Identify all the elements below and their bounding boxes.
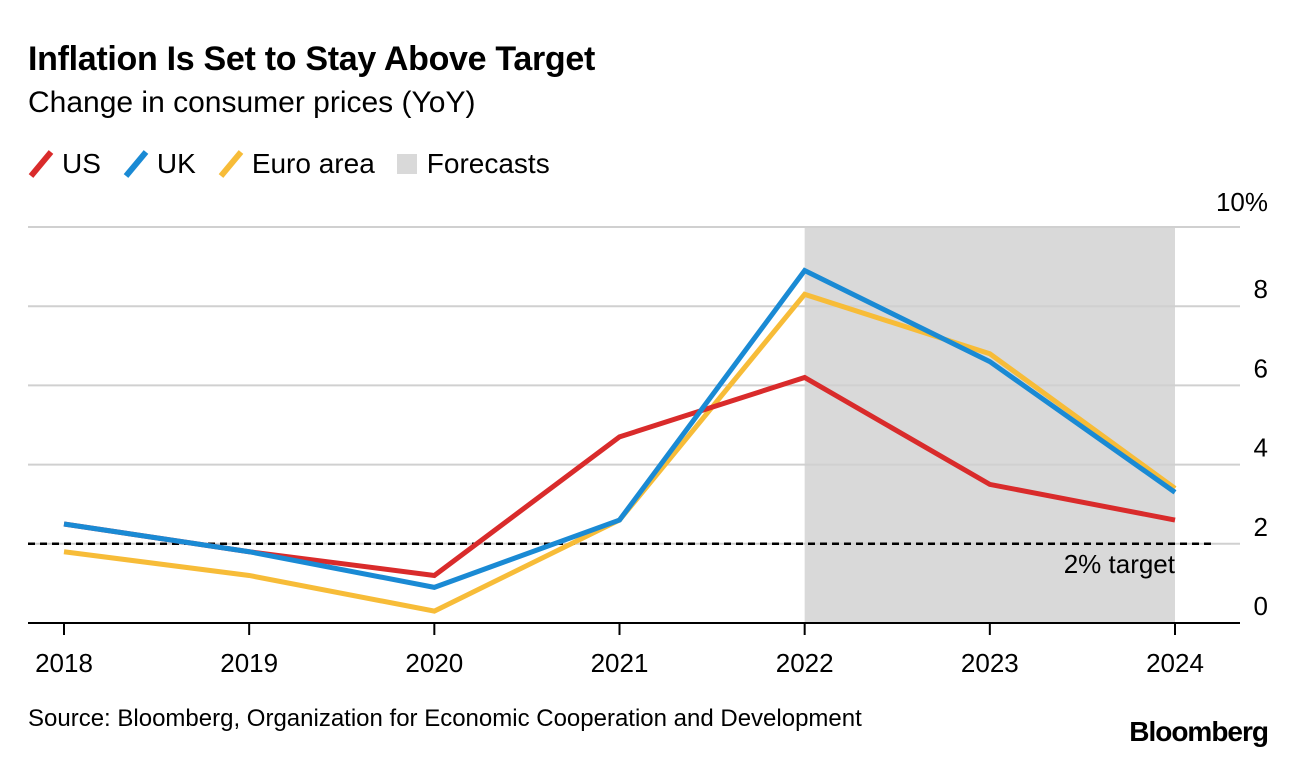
x-tick-label: 2022 [776, 648, 834, 678]
legend: US UK Euro area Forecasts [28, 146, 572, 182]
x-tick-label: 2021 [591, 648, 649, 678]
legend-item-uk: UK [123, 148, 196, 180]
chart-subtitle: Change in consumer prices (YoY) [28, 86, 476, 119]
legend-item-us: US [28, 148, 101, 180]
x-tick-label: 2020 [405, 648, 463, 678]
legend-label-euro-area: Euro area [251, 148, 375, 179]
bloomberg-logo: Bloomberg [1129, 716, 1269, 747]
legend-label-uk: UK [156, 148, 196, 179]
y-tick-label: 2 [1254, 512, 1268, 542]
x-tick-label: 2024 [1146, 648, 1204, 678]
y-tick-label: 8 [1254, 274, 1268, 304]
y-tick-label: 10% [1216, 187, 1268, 217]
legend-swatch-forecasts [396, 154, 417, 174]
chart-title: Inflation Is Set to Stay Above Target [28, 40, 595, 78]
x-tick-label: 2023 [961, 648, 1019, 678]
target-label: 2% target [1064, 549, 1176, 579]
y-tick-label: 6 [1254, 353, 1268, 383]
legend-swatch-uk [123, 150, 149, 178]
legend-item-euro-area: Euro area [218, 148, 375, 180]
source-note: Source: Bloomberg, Organization for Econ… [28, 705, 862, 732]
legend-label-forecasts: Forecasts [426, 148, 550, 179]
forecast-region [804, 227, 1175, 623]
series-line-uk [63, 267, 1177, 590]
legend-item-forecasts: Forecasts [396, 148, 550, 180]
legend-swatch-euro-area [218, 150, 244, 178]
y-tick-label: 4 [1254, 433, 1268, 463]
x-tick-label: 2019 [220, 648, 278, 678]
legend-swatch-us [28, 150, 54, 178]
y-tick-label: 0 [1254, 591, 1268, 621]
x-tick-label: 2018 [35, 648, 93, 678]
legend-label-us: US [62, 148, 101, 179]
line-chart: 0 2 4 6 8 10% 2% target 2018 2019 2020 2021 2022 202… [28, 187, 1268, 678]
